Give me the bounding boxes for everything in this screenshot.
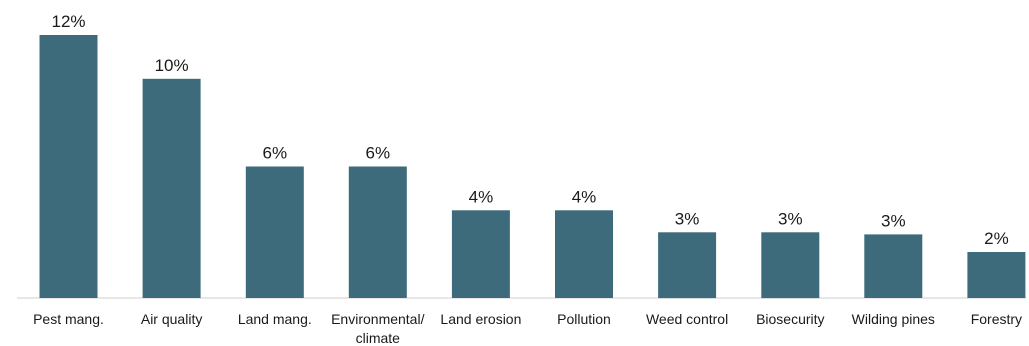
category-label-8: Wilding pines (852, 311, 935, 327)
bar-5 (555, 210, 613, 298)
bar-0 (39, 35, 98, 298)
category-label-3: Environmental/climate (331, 311, 424, 346)
category-label-2: Land mang. (238, 311, 312, 327)
bar-1 (142, 78, 201, 298)
category-label-7: Biosecurity (756, 311, 824, 327)
data-label-7: 3% (778, 209, 803, 228)
data-label-2: 6% (263, 144, 288, 163)
data-label-8: 3% (881, 211, 906, 230)
bar-8 (864, 234, 923, 298)
bar-3 (348, 166, 407, 298)
category-label-1: Air quality (141, 311, 202, 327)
data-label-4: 4% (469, 187, 494, 206)
bar-7 (761, 232, 820, 299)
data-label-5: 4% (572, 187, 597, 206)
data-label-9: 2% (984, 229, 1009, 248)
bar-2 (245, 166, 304, 298)
bar-4 (451, 210, 510, 298)
data-label-0: 12% (51, 12, 85, 31)
category-label-5: Pollution (557, 311, 611, 327)
category-label-6: Weed control (646, 311, 728, 327)
category-labels-group: Pest mang. Air quality Land mang. Environme… (33, 311, 1022, 346)
bars-group (39, 35, 1026, 299)
data-label-3: 6% (366, 144, 391, 163)
data-label-6: 3% (675, 209, 700, 228)
category-label-9: Forestry (971, 311, 1022, 327)
bar-9 (967, 252, 1026, 298)
category-label-4: Land erosion (440, 311, 521, 327)
bar-6 (658, 232, 717, 299)
data-labels-group: 12% 10% 6% 6% 4% 4% 3% 3% 3% 2% (51, 12, 1008, 248)
data-label-1: 10% (155, 56, 189, 75)
category-label-0: Pest mang. (33, 311, 104, 327)
